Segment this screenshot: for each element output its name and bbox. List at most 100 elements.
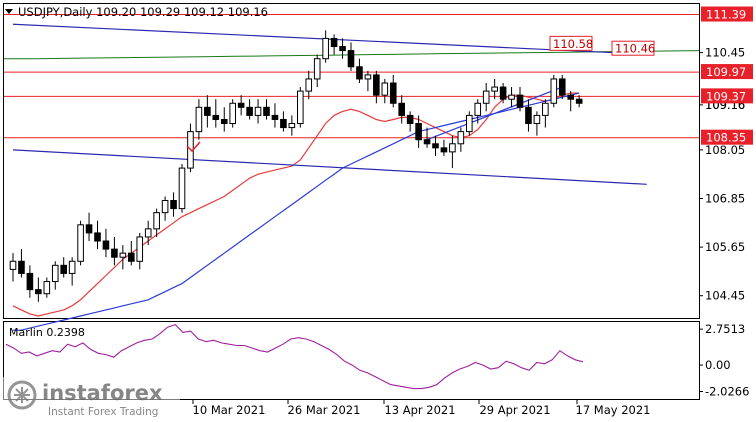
horizontal-levels — [4, 14, 699, 139]
candle — [280, 111, 287, 132]
boxed-level — [549, 35, 593, 51]
candle — [398, 95, 405, 124]
candle-body — [161, 200, 169, 214]
candle — [35, 277, 42, 302]
checkmark-icon — [186, 141, 201, 153]
candle-body — [77, 224, 84, 262]
candle — [482, 83, 490, 112]
candle-body — [449, 143, 456, 153]
candle — [356, 58, 363, 84]
candle — [542, 99, 549, 128]
candle-body — [204, 106, 211, 116]
candle — [516, 87, 524, 112]
candle — [263, 99, 270, 120]
candle — [85, 212, 93, 242]
candle-body — [102, 240, 110, 250]
candle-body — [550, 78, 558, 104]
candle — [347, 42, 355, 71]
indicator-pane-frame — [3, 321, 700, 400]
level-tag-label: 109.97 — [706, 65, 746, 79]
candle — [415, 115, 422, 148]
level-tag — [701, 64, 753, 80]
candle-body — [364, 74, 372, 80]
candle — [144, 220, 152, 246]
y-tick-label: 105.65 — [705, 240, 745, 254]
candle — [18, 249, 25, 278]
time-axis: 10 Mar 2021 26 Mar 2021 13 Apr 2021 29 Apr … — [192, 400, 651, 417]
candle — [330, 34, 338, 55]
candle — [575, 95, 583, 108]
candle-body — [356, 66, 363, 80]
x-tick-label: 29 Apr 2021 — [479, 403, 550, 417]
candle-body — [558, 78, 566, 96]
candle-body — [136, 236, 144, 262]
candle-body — [43, 281, 51, 295]
candle — [550, 74, 558, 108]
candle-body — [51, 264, 59, 283]
candle-body — [178, 167, 186, 210]
indicator-y-tick-label: -2.0266 — [705, 385, 749, 399]
candle-body — [533, 114, 541, 125]
candle — [51, 261, 59, 290]
candle — [491, 78, 498, 100]
candle-body — [35, 289, 42, 295]
candle-body — [85, 224, 93, 234]
candle — [322, 30, 329, 63]
candle-body — [466, 114, 473, 133]
candle — [373, 70, 380, 104]
candle-body — [542, 102, 549, 116]
x-tick-label: 17 May 2021 — [576, 403, 651, 417]
candle-body — [347, 50, 355, 68]
title-arrow-icon[interactable] — [5, 9, 13, 14]
candle-body — [440, 147, 448, 153]
y-tick-label: 106.85 — [705, 191, 745, 205]
candle — [204, 95, 211, 128]
candle — [339, 38, 346, 59]
candle — [170, 192, 177, 217]
candles — [9, 30, 583, 302]
candle-body — [398, 102, 405, 116]
level-tag — [701, 88, 753, 104]
candle — [533, 111, 541, 136]
indicator-label: Marlin 0.2398 — [9, 326, 85, 339]
candle-body — [305, 78, 313, 92]
instaforex-logo: instaforex Instant Forex Trading — [0, 377, 180, 422]
candle-body — [229, 102, 236, 125]
candle — [432, 135, 439, 156]
candle-body — [280, 118, 287, 129]
candle — [43, 277, 51, 298]
candle — [246, 99, 253, 120]
candle-body — [457, 131, 465, 145]
candle-body — [212, 114, 220, 120]
y-tick-label: 110.45 — [705, 46, 745, 60]
candle-body — [271, 114, 279, 120]
candle-body — [499, 86, 507, 100]
candle — [406, 111, 414, 132]
candle — [128, 241, 135, 266]
candle — [466, 111, 473, 136]
watermark-tagline: Instant Forex Trading — [48, 406, 158, 418]
candle-body — [373, 74, 380, 96]
candle — [381, 78, 389, 104]
candle — [237, 95, 245, 116]
lower-channel-line — [12, 149, 647, 185]
candle-body — [297, 90, 304, 125]
candle — [288, 115, 296, 136]
indicator-plot: 2.7513 0.00 -2.0266 — [5, 322, 749, 399]
x-tick-label: 26 Mar 2021 — [288, 403, 361, 417]
candle-body — [516, 94, 524, 108]
candle-body — [263, 106, 270, 116]
candle-body — [508, 94, 515, 100]
candle — [212, 99, 220, 128]
x-tick-label: 10 Mar 2021 — [193, 403, 266, 417]
candle-body — [195, 106, 203, 133]
candle — [111, 236, 118, 266]
candle-body — [220, 118, 228, 125]
level-tag — [701, 6, 753, 22]
candle-body — [415, 123, 422, 141]
candle-body — [313, 58, 321, 80]
candle — [94, 220, 101, 250]
candle-body — [237, 102, 245, 108]
y-tick-label: 108.05 — [705, 143, 745, 157]
indicator-y-tick-label: 2.7513 — [705, 322, 745, 336]
